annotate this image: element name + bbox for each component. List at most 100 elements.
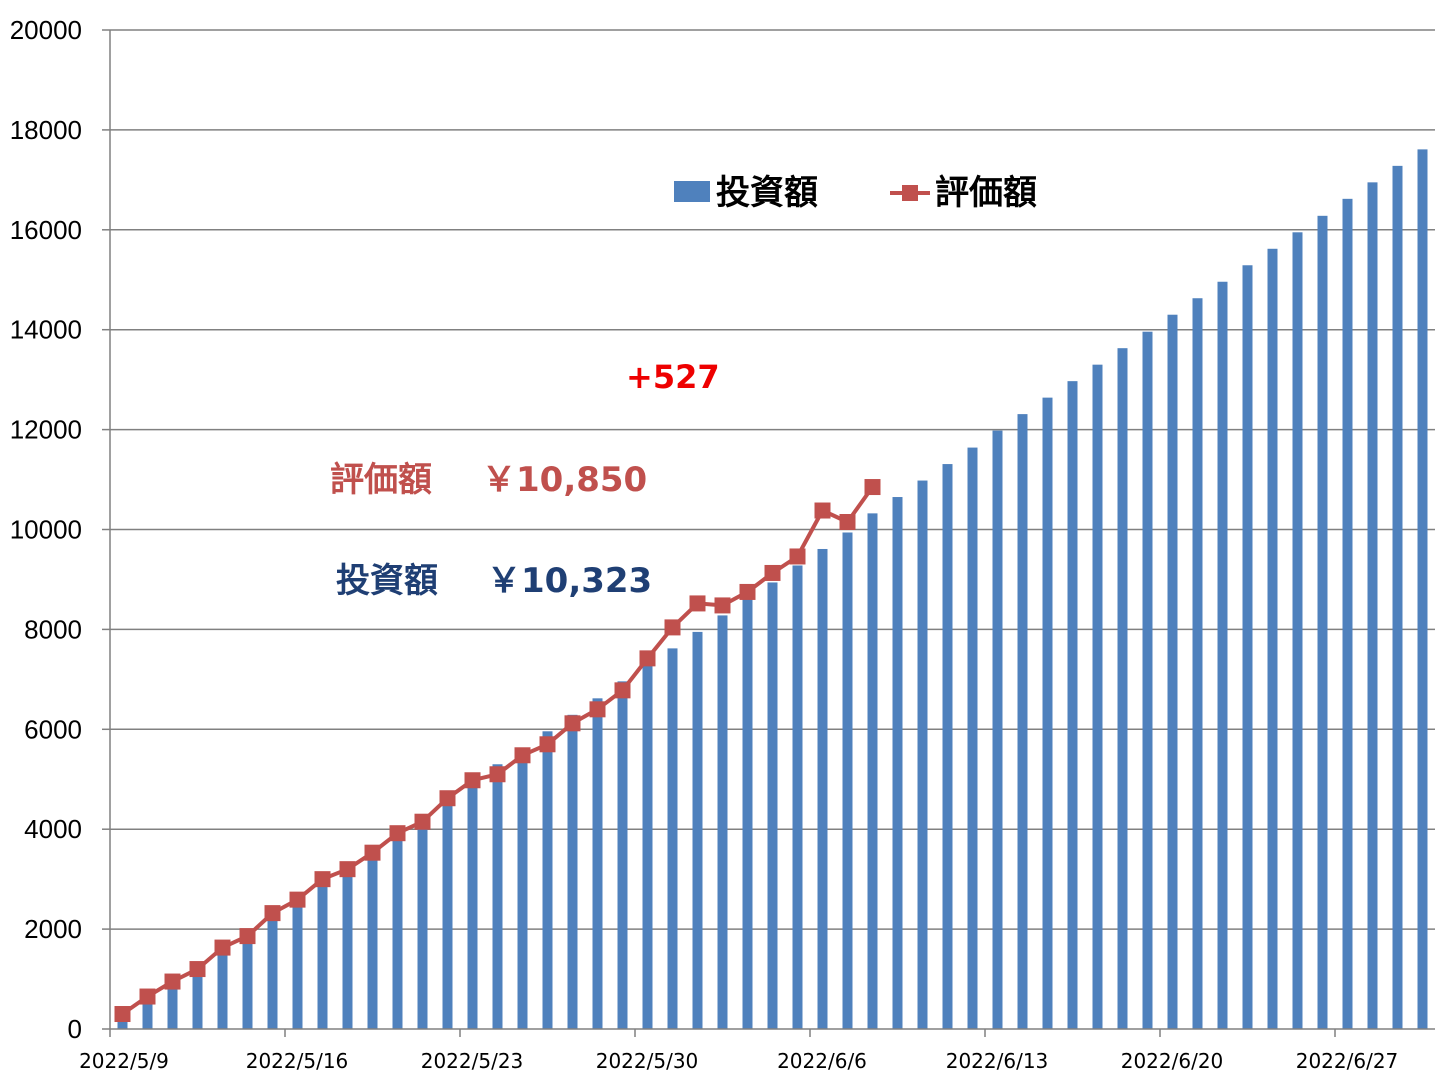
ytick-label-18000: 18000 [10, 115, 82, 145]
point-eval-25 [739, 583, 756, 600]
point-eval-19 [589, 701, 606, 718]
bar-invest-12 [417, 814, 428, 1029]
point-eval-29 [839, 514, 856, 531]
ytick-label-10000: 10000 [10, 515, 82, 545]
bar-invest-18 [567, 714, 578, 1029]
annotations: +527 評価額 ￥10,850 投資額 ￥10,323 [330, 358, 720, 601]
xtick-label-28: 2022/6/6 [777, 1049, 867, 1073]
bar-invest-42 [1167, 314, 1178, 1030]
legend-label-eval: 評価額 [935, 173, 1037, 213]
eval-annotation-value: ￥10,850 [482, 460, 647, 500]
point-eval-5 [239, 928, 256, 945]
bar-invest-11 [392, 830, 403, 1029]
profit-annotation: +527 [626, 358, 720, 396]
bar-invest-21 [642, 664, 653, 1029]
bar-invest-36 [1017, 414, 1028, 1030]
bar-invest-38 [1067, 381, 1078, 1029]
legend-label-invest: 投資額 [716, 173, 818, 213]
ytick-label-8000: 8000 [24, 614, 82, 644]
point-eval-28 [814, 502, 831, 519]
point-eval-18 [564, 715, 581, 732]
bar-invest-44 [1217, 281, 1228, 1029]
bar-invest-9 [342, 863, 353, 1029]
bar-invest-26 [767, 582, 778, 1029]
ytick-label-2000: 2000 [24, 914, 82, 944]
point-eval-27 [789, 548, 806, 565]
legend-swatch-eval-marker [902, 185, 918, 201]
bar-invest-29 [842, 532, 853, 1029]
bar-invest-50 [1367, 182, 1378, 1029]
bar-invest-10 [367, 847, 378, 1029]
xtick-label-35: 2022/6/13 [946, 1049, 1049, 1073]
bar-layer [117, 149, 1428, 1030]
ytick-label-0: 0 [68, 1014, 82, 1044]
bar-invest-28 [817, 548, 828, 1029]
bar-invest-49 [1342, 198, 1353, 1029]
bar-invest-48 [1317, 215, 1328, 1030]
bar-invest-22 [667, 648, 678, 1029]
bar-invest-37 [1042, 397, 1053, 1030]
invest-annotation-label: 投資額 [336, 561, 438, 601]
point-eval-3 [189, 961, 206, 978]
grid-layer [110, 29, 1435, 930]
bar-invest-27 [792, 565, 803, 1029]
bar-invest-46 [1267, 248, 1278, 1029]
point-eval-8 [314, 871, 331, 888]
legend: 投資額 評価額 [674, 173, 1037, 213]
bar-invest-32 [917, 480, 928, 1029]
bar-invest-4 [217, 946, 228, 1029]
xtick-label-14: 2022/5/23 [421, 1049, 524, 1073]
point-eval-13 [439, 790, 456, 807]
bar-invest-34 [967, 447, 978, 1029]
point-eval-2 [164, 973, 181, 990]
xtick-label-0: 2022/5/9 [79, 1049, 169, 1073]
point-eval-14 [464, 772, 481, 789]
bar-invest-52 [1417, 149, 1428, 1029]
point-eval-1 [139, 988, 156, 1005]
xtick-label-7: 2022/5/16 [246, 1049, 349, 1073]
bar-invest-13 [442, 797, 453, 1029]
point-eval-4 [214, 939, 231, 956]
bar-invest-51 [1392, 165, 1403, 1029]
bar-invest-8 [317, 880, 328, 1029]
point-eval-7 [289, 891, 306, 908]
bar-invest-43 [1192, 298, 1203, 1029]
point-eval-23 [689, 595, 706, 612]
bar-invest-40 [1117, 348, 1128, 1029]
ytick-label-6000: 6000 [24, 714, 82, 744]
xtick-label-49: 2022/6/27 [1296, 1049, 1399, 1073]
point-eval-21 [639, 650, 656, 667]
bar-invest-7 [292, 896, 303, 1029]
bar-invest-23 [692, 631, 703, 1029]
ytick-label-12000: 12000 [10, 415, 82, 445]
point-eval-0 [114, 1006, 131, 1023]
point-eval-15 [489, 766, 506, 783]
bar-invest-33 [942, 464, 953, 1029]
eval-annotation-label: 評価額 [330, 460, 432, 500]
bar-invest-24 [717, 615, 728, 1029]
bar-invest-15 [492, 764, 503, 1029]
point-eval-11 [389, 825, 406, 842]
invest-annotation-value: ￥10,323 [487, 561, 652, 601]
point-eval-26 [764, 564, 781, 581]
ytick-label-4000: 4000 [24, 814, 82, 844]
point-eval-22 [664, 619, 681, 636]
bar-invest-6 [267, 913, 278, 1029]
point-eval-20 [614, 682, 631, 699]
bar-invest-47 [1292, 232, 1303, 1030]
bar-invest-14 [467, 780, 478, 1029]
point-eval-16 [514, 747, 531, 764]
bar-invest-16 [517, 747, 528, 1029]
legend-swatch-invest [674, 181, 710, 202]
bar-invest-39 [1092, 364, 1103, 1029]
line-layer [114, 479, 881, 1023]
bar-invest-35 [992, 430, 1003, 1029]
point-eval-6 [264, 905, 281, 922]
xtick-label-21: 2022/5/30 [596, 1049, 699, 1073]
point-eval-10 [364, 844, 381, 861]
point-eval-12 [414, 813, 431, 830]
bar-invest-17 [542, 731, 553, 1029]
tick-layer: 0 2000 4000 6000 8000 10000 12000 14000 16000 180… [10, 15, 1399, 1073]
bar-invest-45 [1242, 265, 1253, 1029]
